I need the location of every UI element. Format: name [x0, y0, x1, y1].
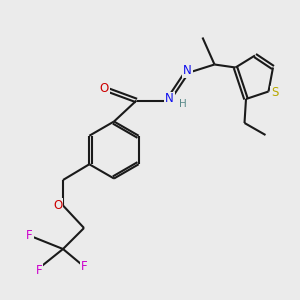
Text: F: F — [81, 260, 88, 274]
Text: H: H — [179, 99, 187, 109]
Text: N: N — [183, 64, 192, 77]
Text: F: F — [36, 263, 42, 277]
Text: O: O — [53, 199, 62, 212]
Text: O: O — [100, 82, 109, 95]
Text: S: S — [272, 86, 279, 100]
Text: F: F — [26, 229, 33, 242]
Text: N: N — [165, 92, 174, 106]
